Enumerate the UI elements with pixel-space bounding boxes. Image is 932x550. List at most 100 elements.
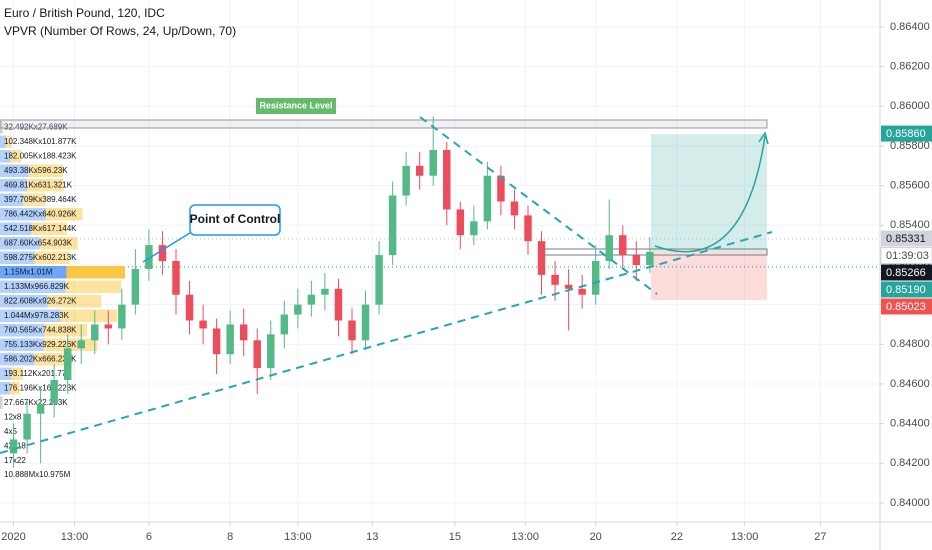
vp-up-bar (0, 309, 61, 322)
vp-down-bar (11, 367, 23, 380)
vp-label: 760.565Kx744.838K (4, 325, 77, 334)
vp-label: 27.667Kx22.283K (4, 398, 68, 407)
x-tick-label: 8 (227, 531, 233, 543)
projection-arrow-head (758, 131, 769, 145)
candle-body (9, 439, 18, 454)
vp-down-bar (47, 295, 102, 308)
vp-up-bar (0, 353, 34, 366)
candle-body (564, 284, 573, 289)
vp-up-bar (0, 382, 11, 395)
candle-body (443, 149, 451, 210)
candle-body (77, 340, 85, 349)
candle-body (456, 209, 465, 236)
candle-body (375, 255, 383, 305)
vp-down-bar (27, 179, 64, 192)
candle-body (172, 261, 180, 295)
candle-body (131, 268, 140, 305)
resistance-label-box (256, 98, 336, 114)
y-tick-label: 0.85600 (890, 180, 930, 192)
candle-body (470, 221, 478, 236)
vp-down-bar (31, 222, 68, 235)
vp-up-bar (0, 280, 66, 293)
candle-body (578, 288, 586, 295)
callout-pointer (142, 227, 199, 263)
indicator-title: VPVR (Number Of Rows, 24, Up/Down, 70) (4, 24, 236, 38)
resistance-label: Resistance Level (259, 100, 332, 110)
candle-body (267, 334, 275, 369)
vp-down-bar (60, 309, 118, 322)
y-tick-label: 0.84200 (890, 457, 930, 469)
price-marker (881, 264, 932, 281)
vp-down-bar (45, 208, 83, 221)
vp-up-bar (0, 222, 32, 235)
y-tick-label: 0.84800 (890, 338, 930, 350)
vp-up-bar (0, 324, 45, 337)
candle-body (321, 288, 329, 295)
x-tick-label: 13:00 (284, 531, 312, 543)
vp-up-bar (0, 193, 24, 206)
vp-label: 17x22 (4, 456, 26, 465)
vp-label: 102.348Kx101.877K (4, 137, 77, 146)
x-tick-label: 27 (814, 531, 826, 543)
candle-body (429, 149, 437, 176)
candle-body (537, 241, 546, 275)
vp-down-bar (33, 353, 73, 366)
candle-body (632, 255, 641, 265)
candle-body (497, 175, 505, 202)
candle-body (307, 294, 316, 305)
price-marker (881, 230, 932, 247)
x-tick-label: 13:00 (512, 531, 540, 543)
vp-down-bar (28, 164, 64, 177)
vp-label: 493.38Kx596.23K (4, 166, 68, 175)
vp-up-bar (0, 251, 35, 264)
candle-body (646, 251, 654, 265)
candle-body (226, 324, 234, 355)
vp-down-bar (66, 266, 125, 279)
trend-line-support (0, 231, 773, 454)
candle-body (361, 304, 370, 341)
x-tick-label: 20 (590, 531, 602, 543)
candle-body (415, 165, 424, 176)
vp-up-bar (0, 396, 2, 409)
candles (9, 116, 654, 468)
vp-up-bar (0, 179, 28, 192)
vp-down-bar (1, 396, 3, 409)
candle-body (91, 324, 99, 341)
candle-body (524, 215, 532, 242)
vp-label: 12x8 (4, 412, 22, 421)
countdown-box (880, 246, 932, 264)
price-marker (881, 298, 932, 315)
y-tick-label: 0.84000 (890, 497, 930, 509)
vp-down-bar (23, 193, 46, 206)
projection-arrow (654, 135, 766, 253)
trend-line-resistance (419, 116, 658, 295)
price-marker-label: 0.85860 (886, 128, 926, 140)
candle-body (145, 245, 153, 269)
vp-label: 542.518Kx617.144K (4, 224, 77, 233)
candle-body (388, 195, 397, 256)
y-tick-label: 0.85800 (890, 140, 930, 152)
vp-label: 1.044Mx978.283K (4, 311, 70, 320)
vp-up-bar (0, 135, 6, 148)
vp-down-bar (65, 280, 122, 293)
vp-up-bar (0, 121, 2, 134)
vp-label: 469.81Kx631.321K (4, 180, 73, 189)
vp-down-bar (10, 382, 20, 395)
vp-label: 687.60Kx654.903K (4, 238, 73, 247)
price-marker-label: 0.85190 (886, 284, 926, 296)
vp-down-bar (5, 135, 12, 148)
candle-body (402, 165, 410, 196)
vp-label: 4x5 (4, 427, 17, 436)
vp-down-bar (1, 121, 4, 134)
vp-label: 786.442Kx640.926K (4, 209, 77, 218)
y-tick-label: 0.86000 (890, 100, 930, 112)
vp-label: 822.608Kx926.272K (4, 296, 77, 305)
price-marker (881, 125, 932, 142)
vp-label: 1.133Mx966.829K (4, 282, 70, 291)
vp-label: 182.005Kx188.423K (4, 151, 77, 160)
resistance-box (0, 119, 768, 129)
candle-body (158, 245, 167, 261)
candle-body (36, 403, 45, 414)
